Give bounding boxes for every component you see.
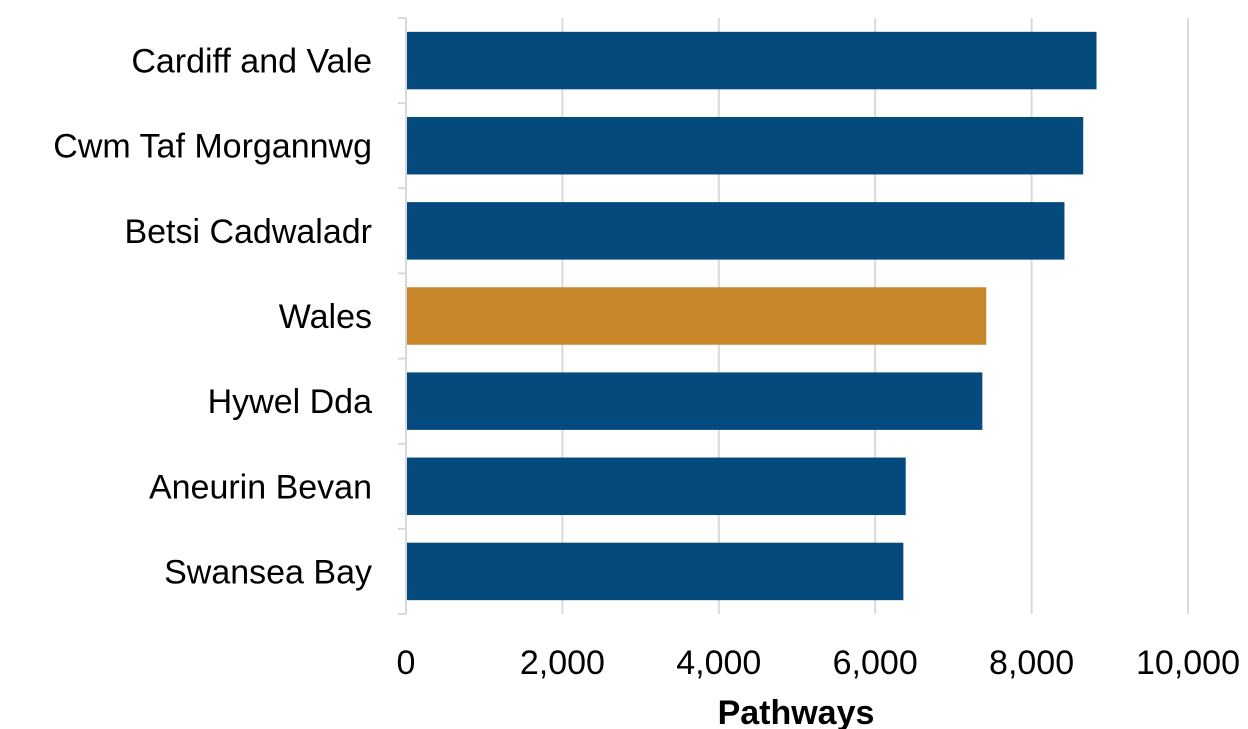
x-tick-label: 4,000 [676, 644, 761, 682]
category-labels: Cardiff and Vale Cwm Taf Morgannwg Betsi C… [53, 43, 372, 592]
y-axis [398, 17, 407, 615]
category-label: Swansea Bay [164, 553, 372, 591]
category-label: Hywel Dda [208, 383, 372, 421]
bar [406, 202, 1065, 260]
x-tick-label: 0 [397, 644, 416, 682]
x-tick-label: 2,000 [520, 644, 605, 682]
bar [406, 116, 1084, 175]
x-tick-label: 8,000 [989, 644, 1074, 682]
category-label: Aneurin Bevan [149, 468, 372, 506]
bar [406, 31, 1097, 90]
category-label: Cwm Taf Morgannwg [53, 128, 372, 166]
category-label: Wales [279, 298, 372, 336]
x-axis-tick-labels: 0 2,000 4,000 6,000 8,000 10,000 [397, 644, 1240, 682]
x-tick-label: 10,000 [1136, 644, 1240, 682]
bar [406, 372, 983, 430]
x-tick-label: 6,000 [833, 644, 918, 682]
category-label: Cardiff and Vale [131, 43, 372, 81]
x-axis-title: Pathways [718, 694, 875, 729]
bar [406, 457, 906, 516]
bars [406, 31, 1097, 601]
category-label: Betsi Cadwaladr [124, 213, 372, 251]
bar [406, 542, 904, 601]
bar [406, 287, 987, 345]
